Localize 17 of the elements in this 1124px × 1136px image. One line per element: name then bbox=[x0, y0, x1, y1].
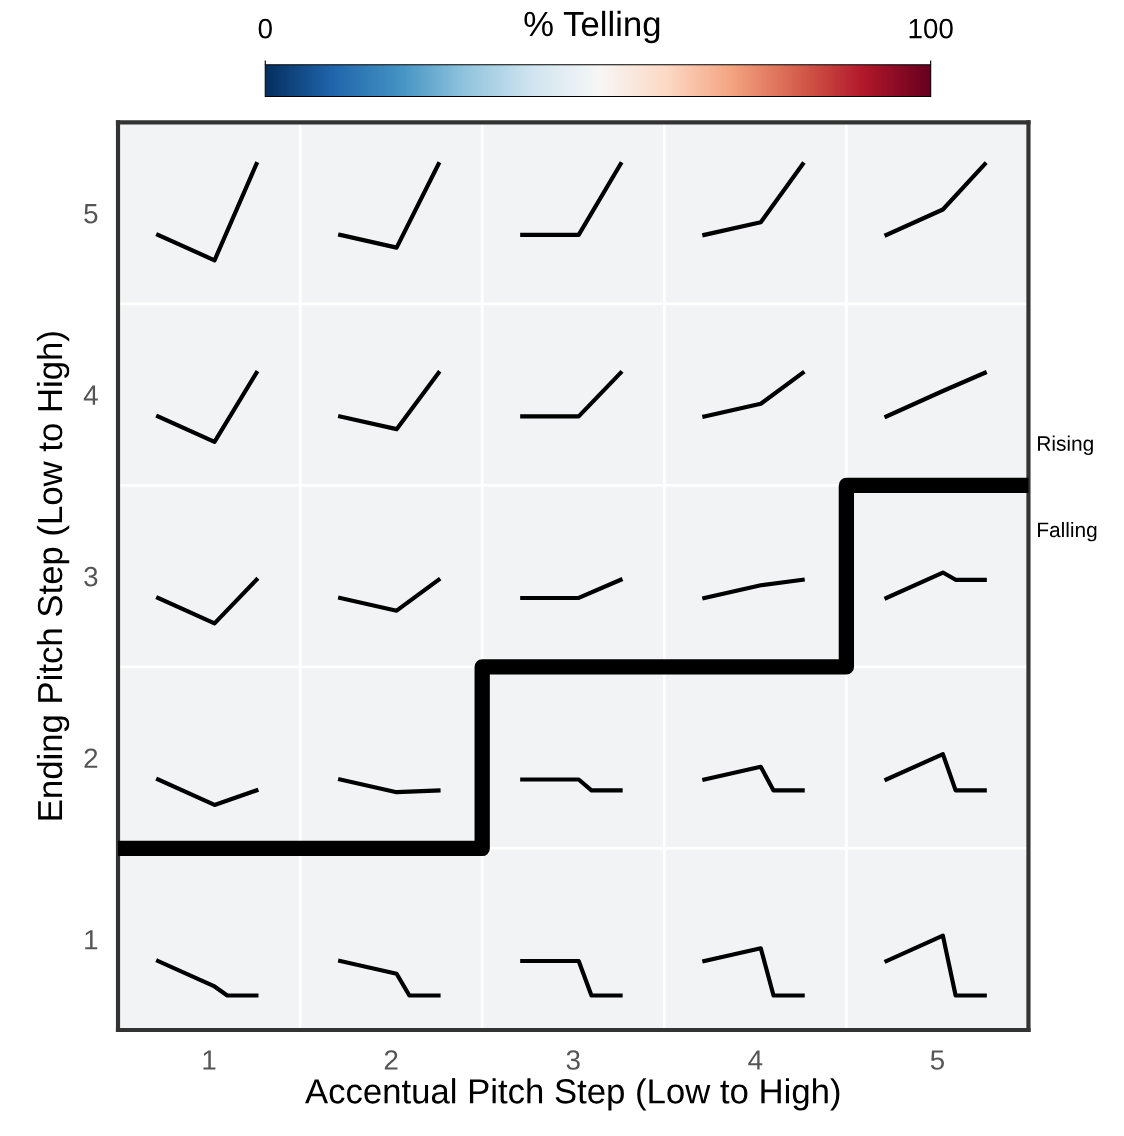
x-tick-label: 5 bbox=[930, 1050, 944, 1070]
x-tick-label: 1 bbox=[203, 1050, 216, 1070]
y-tick-label: 2 bbox=[84, 748, 98, 768]
color-bar-title: % Telling bbox=[524, 10, 660, 44]
x-tick-label: 4 bbox=[748, 1050, 763, 1070]
color-bar-label: 0 bbox=[258, 18, 272, 39]
x-axis-title: Accentual Pitch Step (Low to High) bbox=[305, 1078, 840, 1111]
y-tick-label: 4 bbox=[83, 385, 98, 405]
y-axis-title: Ending Pitch Step (Low to High) bbox=[36, 332, 70, 820]
x-tick-label: 3 bbox=[566, 1050, 580, 1070]
text: Falling bbox=[1038, 521, 1097, 542]
x-tick-label: 2 bbox=[384, 1050, 398, 1070]
text: Rising bbox=[1038, 435, 1093, 456]
y-tick-label: 5 bbox=[84, 204, 98, 224]
color-bar-label: 100 bbox=[909, 18, 953, 39]
y-tick-label: 1 bbox=[85, 930, 98, 950]
y-tick-label: 3 bbox=[84, 566, 98, 587]
